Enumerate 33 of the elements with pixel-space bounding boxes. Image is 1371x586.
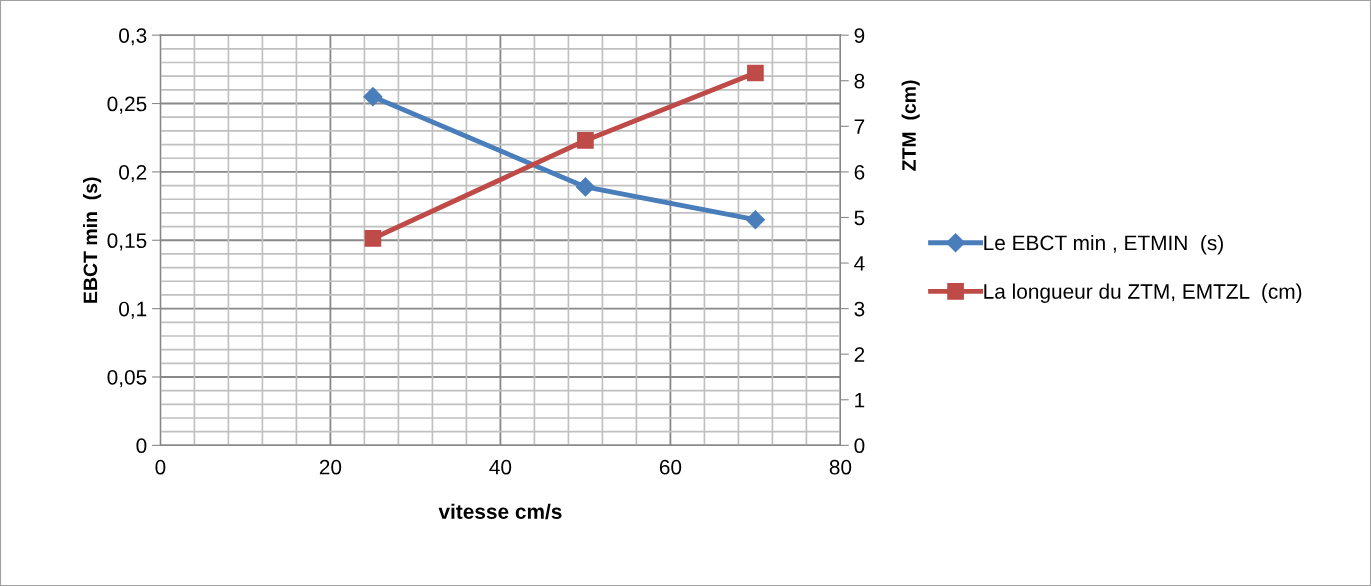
x-axis-title: vitesse cm/s <box>438 503 562 520</box>
x-tick-label: 40 <box>489 459 512 475</box>
y-tick-label: 0 <box>136 438 147 454</box>
y2-tick-label: 7 <box>854 119 865 134</box>
y-tick-label: 0,15 <box>107 233 147 251</box>
point <box>364 230 382 247</box>
y2-tick-label: 0 <box>854 438 865 454</box>
y-axis-title: EBCT min (s) <box>82 177 102 303</box>
y-tick-label: 0,2 <box>119 164 147 183</box>
y2-tick-label: 6 <box>854 164 865 180</box>
x-tick-label: 80 <box>829 459 852 475</box>
point <box>745 210 765 230</box>
y-tick-label: 0,25 <box>107 96 147 114</box>
point <box>363 87 383 107</box>
legend-label: La longueur du ZTM, EMTZL (cm) <box>984 283 1302 303</box>
x-tick-label: 20 <box>319 459 342 475</box>
y2-tick-label: 4 <box>854 256 865 271</box>
point <box>577 132 594 149</box>
y2-tick-label: 3 <box>854 301 865 317</box>
y-tick-label: 0,05 <box>107 369 147 388</box>
point <box>575 177 595 197</box>
y2-tick-label: 5 <box>854 210 865 226</box>
y2-tick-label: 9 <box>854 28 865 43</box>
x-tick-label: 60 <box>659 459 682 475</box>
y2-axis-title: ZTM (cm) <box>901 80 920 171</box>
y-tick-label: 0,1 <box>119 301 147 319</box>
y2-tick-label: 2 <box>854 347 865 362</box>
y2-tick-label: 8 <box>854 73 865 89</box>
y-tick-label: 0,3 <box>119 28 147 46</box>
y2-tick-label: 1 <box>855 393 865 408</box>
x-tick-label: 0 <box>155 459 166 475</box>
point <box>747 64 764 82</box>
legend-label: Le EBCT min , ETMIN (s) <box>984 234 1223 255</box>
